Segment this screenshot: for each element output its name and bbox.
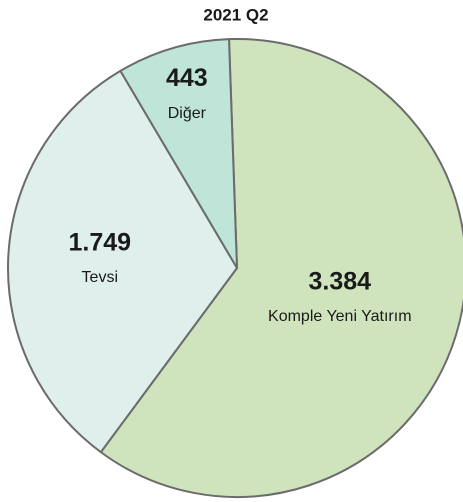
value-label: 3.384	[309, 268, 372, 296]
pie-slice	[99, 38, 463, 498]
pie-slice	[119, 38, 238, 269]
value-label: 1.749	[68, 229, 131, 257]
category-label: Komple Yeni Yatırım	[268, 308, 412, 325]
category-label: Diğer	[168, 105, 207, 122]
category-label: Tevsi	[82, 269, 118, 286]
chart-title: 2021 Q2	[203, 5, 268, 24]
pie-slice	[7, 69, 239, 454]
value-label: 443	[166, 64, 208, 92]
